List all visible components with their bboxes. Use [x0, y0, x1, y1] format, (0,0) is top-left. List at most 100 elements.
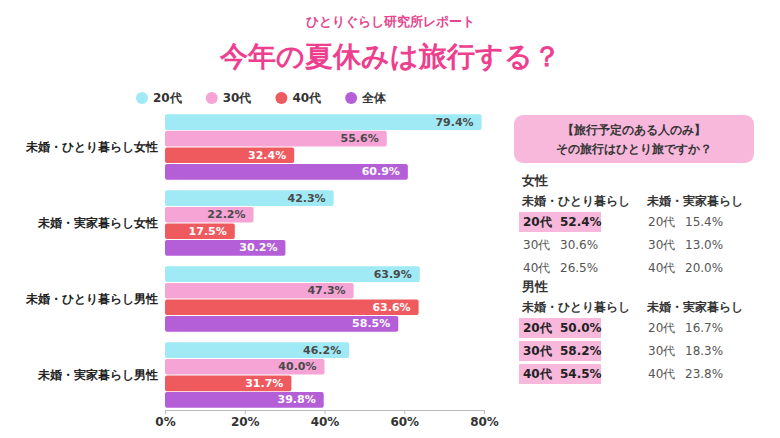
side-age: 30代 [523, 238, 550, 252]
category-label: 未婚・実家暮らし男性 [37, 368, 158, 382]
bar [165, 147, 294, 163]
bar [165, 131, 387, 147]
x-tick-label: 0% [155, 415, 175, 429]
bar [165, 376, 291, 392]
side-heading: 【旅行予定のある人のみ】 [562, 123, 706, 137]
x-axis: 0% 20% 40% 60% 80% [155, 410, 499, 429]
side-age: 40代 [648, 261, 675, 275]
data-label: 58.5% [352, 317, 390, 330]
side-column-head: 未婚・実家暮らし [646, 300, 743, 314]
data-label: 32.4% [248, 149, 286, 162]
side-value: 54.5% [560, 367, 602, 381]
bar [165, 223, 235, 239]
chart-svg: ひとりぐらし研究所レポート今年の夏休みは旅行する？20代30代40代全体79.4… [0, 0, 780, 438]
side-column-head: 未婚・ひとり暮らし [521, 194, 630, 208]
data-label: 40.0% [278, 360, 316, 373]
side-highlight [519, 341, 601, 361]
x-tick: 80% [470, 410, 499, 429]
side-heading: その旅行はひとり旅ですか？ [556, 142, 712, 156]
side-age: 20代 [523, 321, 552, 335]
data-label: 60.9% [362, 165, 400, 178]
legend-label: 全体 [361, 91, 387, 105]
bar [165, 164, 408, 180]
data-label: 63.6% [372, 301, 410, 314]
bar [165, 240, 285, 256]
legend-item: 20代 [136, 91, 182, 105]
side-age: 20代 [648, 321, 675, 335]
data-label: 22.2% [207, 208, 245, 221]
x-tick-mark [245, 410, 246, 414]
data-label: 30.2% [239, 241, 277, 254]
side-age: 30代 [648, 344, 675, 358]
y-tick: 未婚・実家暮らし女性 [37, 216, 158, 230]
side-group-title: 男性 [521, 279, 548, 294]
legend-swatch [206, 92, 218, 104]
x-tick: 40% [311, 410, 340, 429]
data-label: 55.6% [341, 132, 379, 145]
bar [165, 190, 334, 206]
x-tick-label: 20% [231, 415, 260, 429]
legend-swatch [275, 92, 287, 104]
x-tick-mark [404, 410, 405, 414]
y-axis: 未婚・ひとり暮らし女性未婚・実家暮らし女性未婚・ひとり暮らし男性未婚・実家暮らし… [25, 140, 158, 382]
x-tick: 60% [390, 410, 419, 429]
y-tick: 未婚・ひとり暮らし女性 [25, 140, 158, 154]
category-label: 未婚・ひとり暮らし男性 [25, 292, 158, 306]
side-column-head: 未婚・実家暮らし [646, 194, 743, 208]
side-column-head: 未婚・ひとり暮らし [521, 300, 630, 314]
x-tick: 0% [155, 410, 175, 429]
data-label: 79.4% [435, 116, 473, 129]
legend-item: 40代 [275, 91, 321, 105]
category-label: 未婚・ひとり暮らし女性 [25, 140, 158, 154]
side-value: 15.4% [685, 215, 723, 229]
side-age: 40代 [523, 261, 550, 275]
x-tick-label: 60% [390, 415, 419, 429]
data-label: 31.7% [245, 377, 283, 390]
y-tick: 未婚・ひとり暮らし男性 [25, 292, 158, 306]
data-label: 63.9% [374, 268, 412, 281]
bar [165, 283, 354, 299]
x-tick-label: 80% [470, 415, 499, 429]
bar [165, 392, 324, 408]
side-value: 52.4% [560, 215, 602, 229]
bar [165, 266, 420, 282]
bar [165, 342, 349, 358]
x-tick-label: 40% [311, 415, 340, 429]
side-value: 16.7% [685, 321, 723, 335]
side-highlight [519, 318, 601, 338]
side-value: 13.0% [685, 238, 723, 252]
legend-item: 30代 [206, 91, 252, 105]
data-labels: 79.4%55.6%32.4%60.9%42.3%22.2%17.5%30.2%… [189, 116, 474, 407]
side-heading-box [514, 115, 754, 163]
side-panel: 【旅行予定のある人のみ】その旅行はひとり旅ですか？ 女性未婚・ひとり暮らし 20代 5… [514, 115, 754, 384]
side-value: 20.0% [685, 261, 723, 275]
y-tick: 未婚・実家暮らし男性 [37, 368, 158, 382]
side-value: 58.2% [560, 344, 602, 358]
bar [165, 316, 398, 332]
chart-root: ひとりぐらし研究所レポート今年の夏休みは旅行する？20代30代40代全体79.4… [0, 0, 780, 438]
x-axis-line [166, 411, 485, 415]
data-label: 47.3% [307, 284, 345, 297]
side-age: 40代 [523, 367, 552, 381]
x-tick: 20% [231, 410, 260, 429]
bar [165, 114, 482, 130]
legend-label: 20代 [153, 91, 182, 105]
x-tick-mark [484, 410, 485, 414]
side-age: 20代 [523, 215, 552, 229]
x-tick-mark [165, 410, 166, 414]
side-group-title: 女性 [521, 173, 548, 188]
subtitle: ひとりぐらし研究所レポート [306, 14, 475, 29]
bar [165, 300, 419, 316]
side-value: 26.5% [560, 261, 598, 275]
x-tick-mark [325, 410, 326, 414]
side-age: 40代 [648, 367, 675, 381]
side-age: 30代 [523, 344, 552, 358]
side-value: 50.0% [560, 321, 602, 335]
bar [165, 359, 325, 375]
data-label: 42.3% [287, 192, 325, 205]
category-label: 未婚・実家暮らし女性 [37, 216, 158, 230]
data-label: 46.2% [303, 344, 341, 357]
legend: 20代 30代 40代 全体 [136, 91, 387, 105]
legend-item: 全体 [345, 91, 387, 105]
side-value: 30.6% [560, 238, 598, 252]
